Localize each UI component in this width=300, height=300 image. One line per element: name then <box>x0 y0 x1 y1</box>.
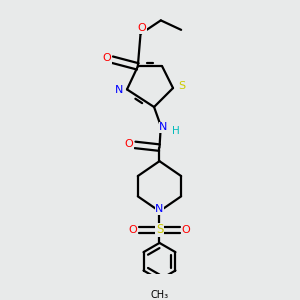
Text: CH₃: CH₃ <box>150 290 169 300</box>
Text: N: N <box>155 204 164 214</box>
Text: S: S <box>178 81 185 91</box>
Text: O: O <box>137 23 146 34</box>
Text: O: O <box>125 139 134 148</box>
Text: N: N <box>115 85 123 95</box>
Text: O: O <box>182 225 190 235</box>
Text: N: N <box>159 122 168 132</box>
Text: O: O <box>129 225 138 235</box>
Text: S: S <box>156 223 163 236</box>
Text: O: O <box>102 53 111 63</box>
Text: H: H <box>172 126 180 136</box>
